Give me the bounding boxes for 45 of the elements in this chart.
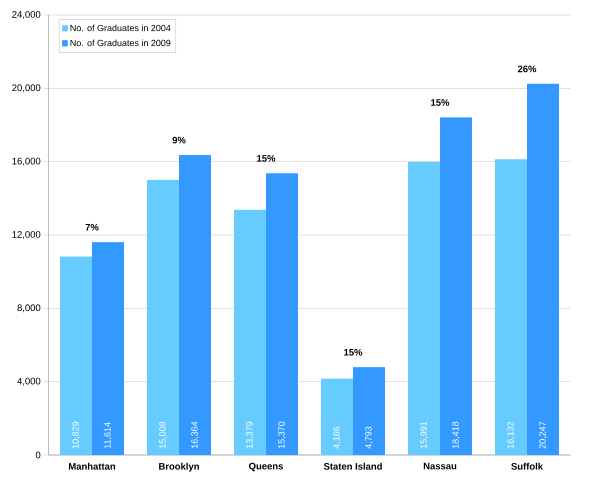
data-label: 11,614 xyxy=(104,422,112,448)
bar xyxy=(353,367,386,455)
bar xyxy=(179,154,211,455)
legend-label: No. of Graduates in 2009 xyxy=(70,40,170,46)
y-tick-label: 24,000 xyxy=(12,11,40,19)
y-tick-label: 0 xyxy=(36,452,40,458)
bar xyxy=(147,180,179,455)
y-tick-label: 20,000 xyxy=(12,84,40,92)
data-label: 18,418 xyxy=(452,422,460,448)
annotation: 26% xyxy=(518,66,536,72)
bar xyxy=(440,117,472,455)
data-label: 15,991 xyxy=(420,422,428,448)
x-tick-label: Nassau xyxy=(424,462,456,470)
x-tick-label: Staten Island xyxy=(324,462,382,470)
x-tick-label: Brooklyn xyxy=(159,462,199,472)
bar xyxy=(92,242,124,455)
data-label: 10,829 xyxy=(72,422,80,448)
bar xyxy=(234,210,266,455)
y-tick-label: 12,000 xyxy=(12,231,40,239)
bar xyxy=(266,173,298,455)
bar xyxy=(321,378,354,455)
bar xyxy=(408,162,440,455)
bar xyxy=(527,84,560,455)
y-tick-label: 8,000 xyxy=(17,304,40,312)
y-tick-label: 16,000 xyxy=(12,158,40,166)
legend-label: No. of Graduates in 2004 xyxy=(70,24,171,32)
annotation: 15% xyxy=(257,155,276,162)
data-label: 16,364 xyxy=(191,422,199,448)
data-label: 13,379 xyxy=(246,422,254,448)
annotation: 9% xyxy=(172,136,186,144)
data-label: 20,247 xyxy=(539,422,547,448)
data-label: 4,793 xyxy=(365,426,373,449)
bar xyxy=(60,256,92,455)
annotation: 15% xyxy=(431,99,450,106)
x-tick-label: Suffolk xyxy=(511,462,544,470)
bar xyxy=(495,159,528,455)
data-label: 15,370 xyxy=(278,422,286,448)
y-tick-label: 4,000 xyxy=(17,378,40,386)
annotation: 7% xyxy=(86,224,99,231)
annotation: 15% xyxy=(344,348,362,356)
data-label: 16,132 xyxy=(507,422,515,448)
data-label: 15,008 xyxy=(159,422,167,448)
data-label: 4,166 xyxy=(333,426,341,449)
x-tick-label: Queens xyxy=(249,462,283,472)
x-tick-label: Manhattan xyxy=(68,462,116,470)
